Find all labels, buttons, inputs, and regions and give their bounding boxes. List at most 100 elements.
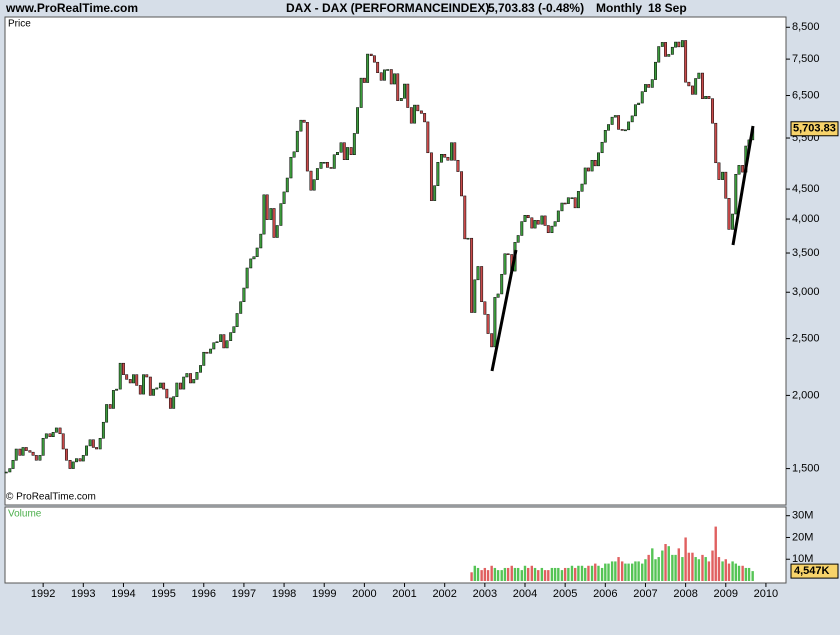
candle xyxy=(674,41,678,48)
volume-bar xyxy=(590,565,594,581)
candle xyxy=(235,313,239,327)
candle xyxy=(523,215,527,222)
candle xyxy=(734,174,738,215)
candle xyxy=(533,220,537,229)
x-tick-label: 2009 xyxy=(714,588,738,600)
volume-bar xyxy=(704,557,707,581)
volume-bar xyxy=(533,567,537,581)
x-tick-label: 1992 xyxy=(31,588,55,600)
candle xyxy=(71,461,75,469)
volume-bar xyxy=(496,570,500,581)
candle xyxy=(215,341,219,343)
candle xyxy=(416,104,420,112)
volume-bar xyxy=(657,557,660,581)
volume-bar xyxy=(651,548,654,581)
volume-bar xyxy=(607,563,610,581)
candle xyxy=(633,104,637,117)
volume-bar xyxy=(573,567,577,581)
candle xyxy=(536,220,540,225)
candle xyxy=(426,121,430,154)
x-tick-label: 1996 xyxy=(192,588,216,600)
candle xyxy=(520,221,524,236)
candle xyxy=(383,69,386,81)
candle xyxy=(580,183,584,192)
candle xyxy=(262,194,266,235)
candle xyxy=(627,121,631,131)
volume-bar xyxy=(727,563,731,581)
volume-bar xyxy=(631,563,634,581)
y-tick-label: 2,500 xyxy=(792,333,820,345)
candle xyxy=(399,98,403,101)
volume-bar xyxy=(476,567,480,581)
date: 18 Sep xyxy=(648,1,687,15)
candle xyxy=(690,85,694,95)
volume-bar xyxy=(580,565,584,581)
volume-bar xyxy=(747,567,751,581)
candle xyxy=(654,61,657,80)
candle xyxy=(724,171,728,199)
candle xyxy=(289,156,293,179)
x-tick-label: 2006 xyxy=(593,588,617,600)
candle xyxy=(108,404,112,409)
candle xyxy=(85,445,88,456)
candle xyxy=(717,162,721,180)
candle xyxy=(349,147,353,156)
candle xyxy=(480,266,484,302)
candle xyxy=(309,170,313,191)
volume-bar xyxy=(664,544,667,581)
candle xyxy=(620,129,624,131)
volume-bar xyxy=(634,561,637,581)
candle xyxy=(503,253,507,275)
volume-bar xyxy=(671,554,674,581)
volume-bar xyxy=(751,571,754,581)
volume-bar xyxy=(600,567,604,581)
volume-bar xyxy=(597,565,600,581)
last-value-box xyxy=(790,563,839,579)
candle xyxy=(279,203,283,226)
volume-bar xyxy=(641,563,644,581)
candle xyxy=(95,447,99,450)
candle xyxy=(135,374,139,386)
candle xyxy=(506,253,510,255)
volume-bar xyxy=(624,563,627,581)
candle xyxy=(142,374,145,395)
candle xyxy=(34,455,38,461)
volume-bar xyxy=(734,563,738,581)
candle xyxy=(697,72,701,79)
volume-bar xyxy=(701,554,704,581)
candle xyxy=(339,142,343,153)
candle xyxy=(155,387,159,390)
candle xyxy=(14,448,18,461)
volume-bar xyxy=(560,570,564,581)
x-tick-label: 2001 xyxy=(392,588,416,600)
candle xyxy=(352,133,356,156)
volume-bar xyxy=(677,548,680,581)
volume-bar xyxy=(667,546,670,581)
candle xyxy=(704,96,708,99)
volume-bar xyxy=(614,561,617,581)
candle xyxy=(647,84,651,88)
candle xyxy=(470,237,474,313)
candle xyxy=(526,215,530,219)
candle xyxy=(617,115,621,130)
candle xyxy=(731,213,735,230)
candle xyxy=(259,233,263,249)
candle xyxy=(433,185,437,201)
candle xyxy=(105,404,109,423)
x-tick-label: 1994 xyxy=(111,588,135,600)
candle xyxy=(556,210,560,222)
candle xyxy=(446,156,450,161)
x-tick-label: 2000 xyxy=(352,588,376,600)
volume-bar xyxy=(483,567,487,581)
candle xyxy=(670,46,674,55)
y-tick-label: 1,500 xyxy=(792,462,820,474)
candle xyxy=(242,287,246,302)
candle xyxy=(252,256,256,260)
candle xyxy=(315,168,319,180)
candle xyxy=(28,450,32,453)
candle xyxy=(443,154,447,158)
candle xyxy=(466,237,470,240)
candle xyxy=(630,115,634,123)
candle xyxy=(269,208,273,220)
volume-bar xyxy=(744,567,748,581)
